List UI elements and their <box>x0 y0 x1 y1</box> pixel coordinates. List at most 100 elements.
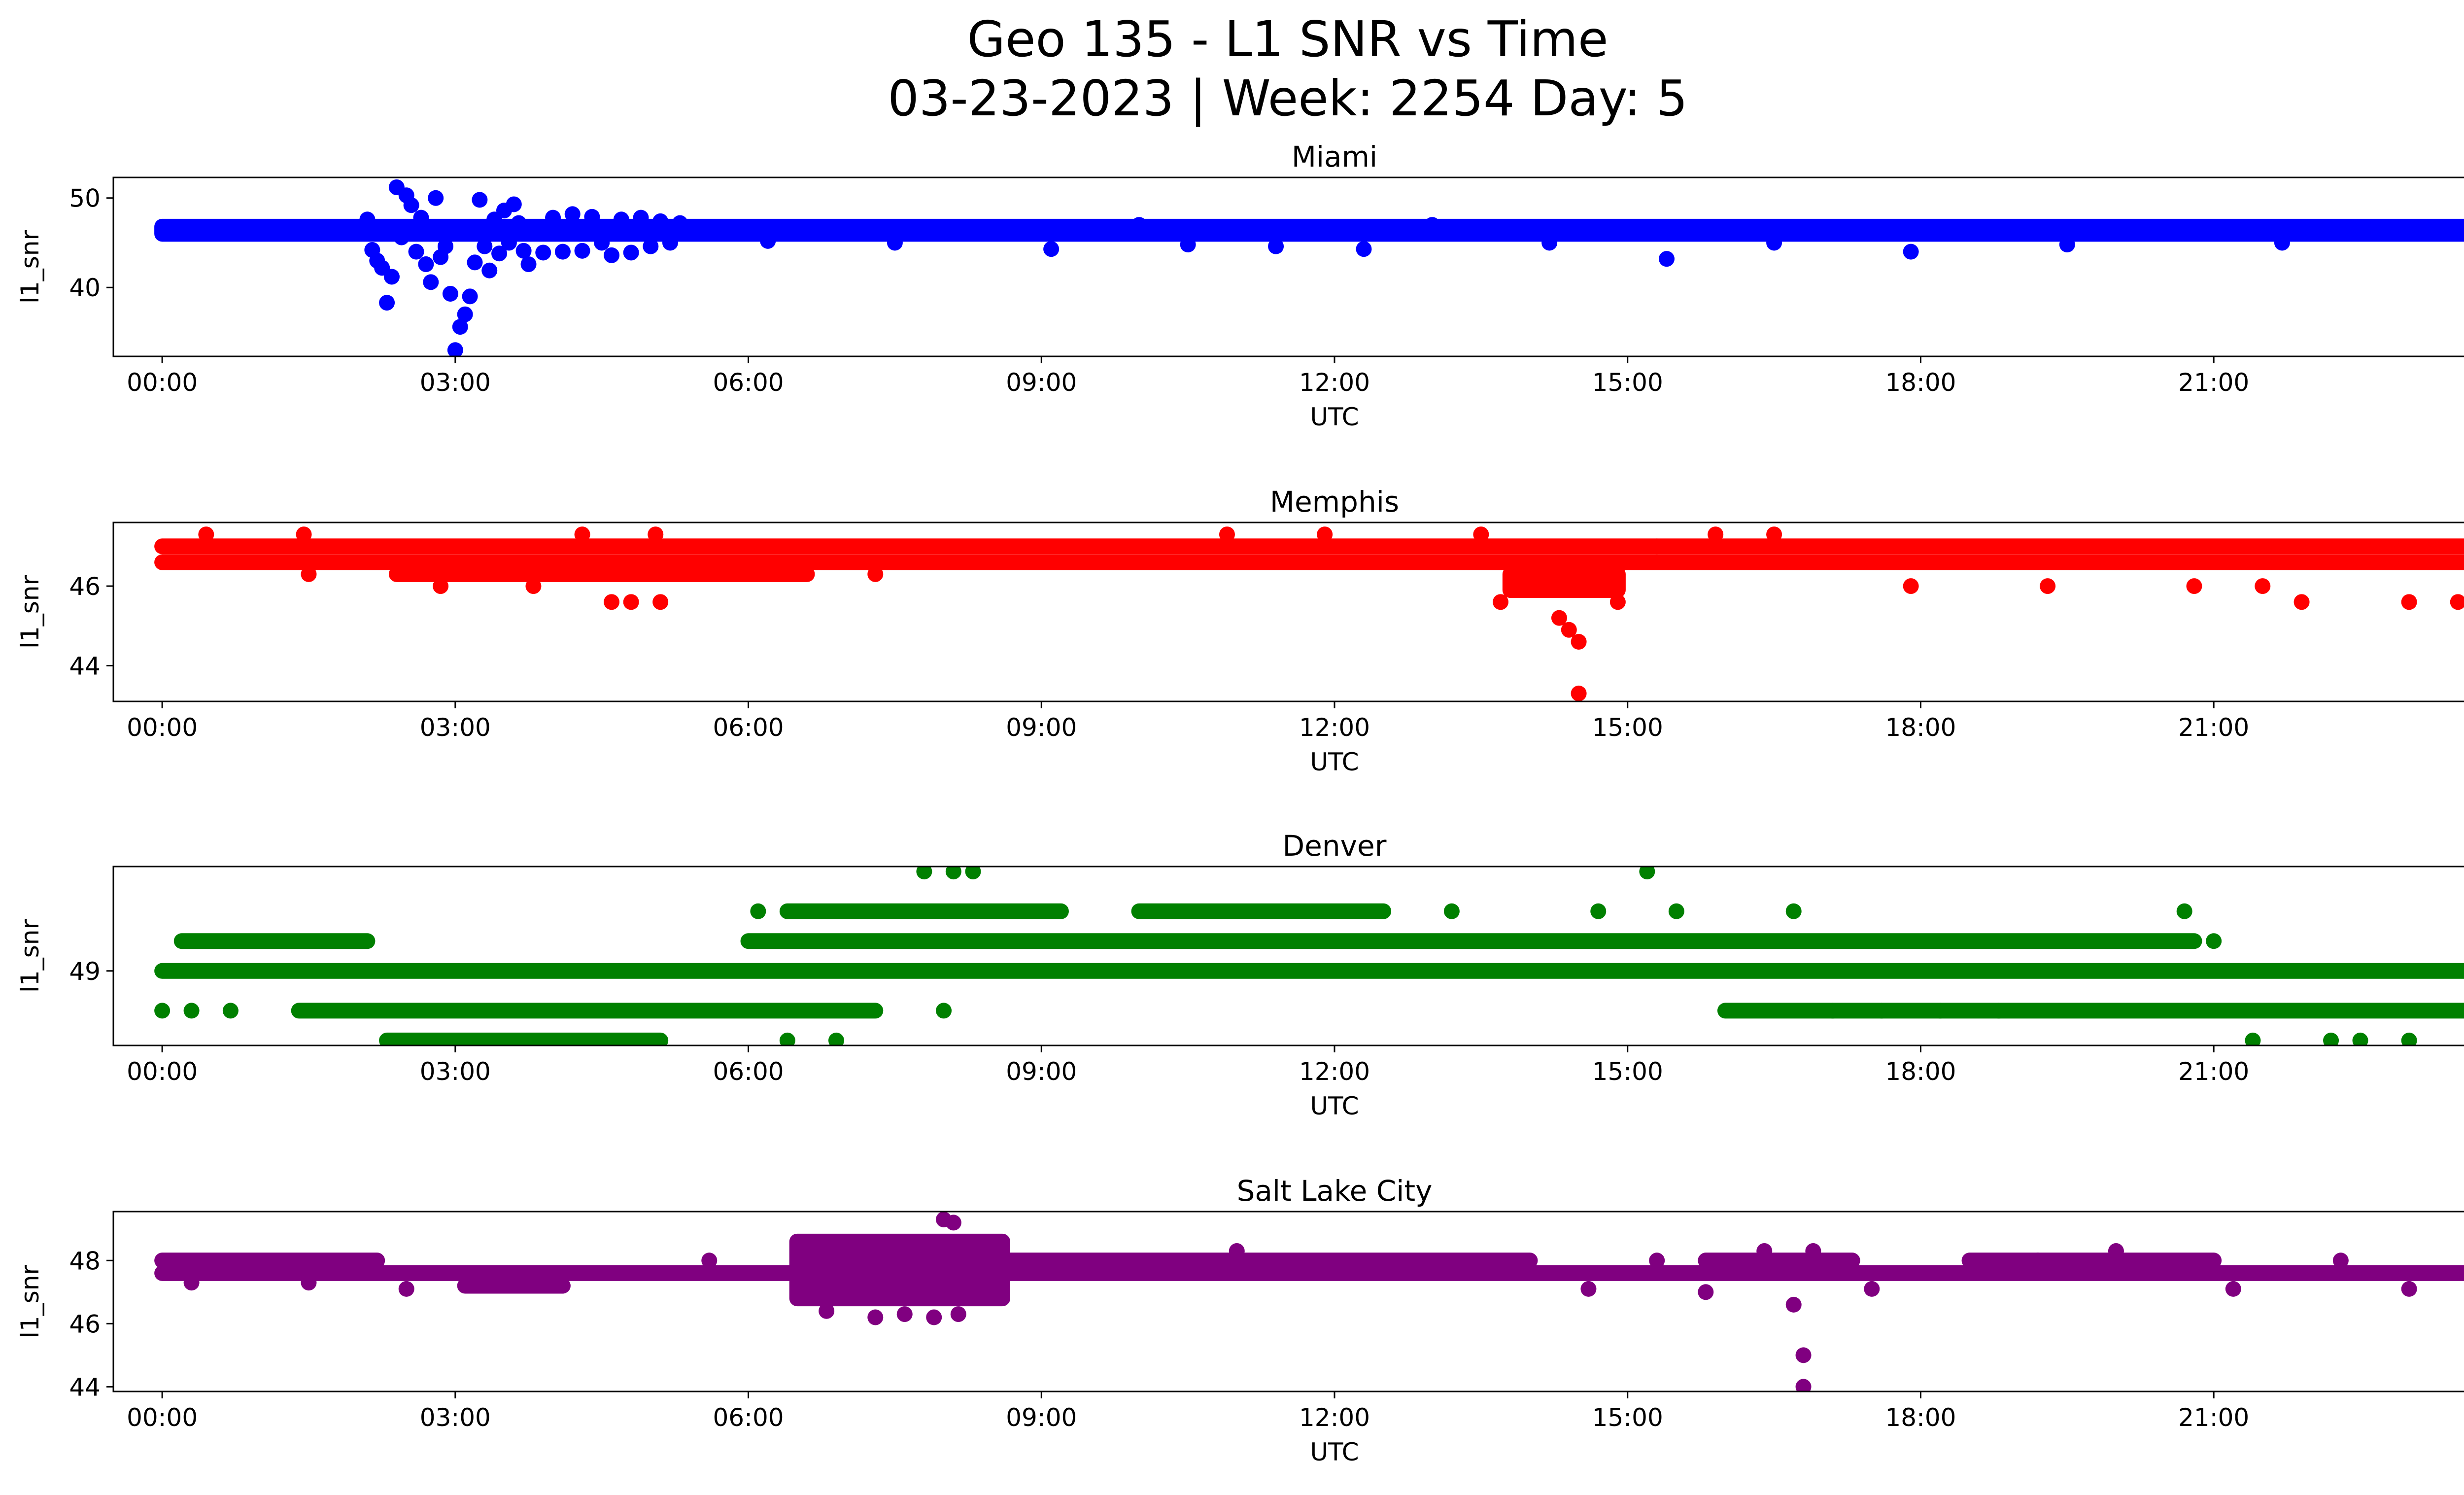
data-band <box>388 566 815 582</box>
data-point <box>398 1281 414 1297</box>
data-band <box>789 1233 1010 1307</box>
data-point <box>867 1309 884 1325</box>
data-band <box>1961 1252 2222 1269</box>
plot-area <box>154 526 2464 701</box>
data-point <box>1766 235 1782 251</box>
y-tick-label: 49 <box>69 957 101 986</box>
data-point <box>828 1032 844 1045</box>
panel-title: Memphis <box>1270 485 1399 519</box>
data-point <box>1659 251 1675 267</box>
data-point <box>2059 237 2075 253</box>
data-point <box>501 235 517 251</box>
data-point <box>359 211 376 228</box>
data-band <box>1131 903 1392 919</box>
data-point <box>750 903 766 919</box>
x-tick-label: 00:00 <box>127 1057 198 1086</box>
data-band <box>291 1003 884 1019</box>
x-tick-label: 18:00 <box>1885 1057 1956 1086</box>
data-band <box>1717 1003 2464 1019</box>
data-point <box>452 319 468 335</box>
data-point <box>662 235 678 251</box>
data-band <box>740 933 2202 949</box>
data-point <box>1698 1284 1714 1300</box>
panel-3: Denver 00:00 03:00 06:00 09:00 12:00 15:00 18:0… <box>16 829 2464 1120</box>
data-band <box>154 538 2464 555</box>
x-axis-label: UTC <box>1310 748 1359 776</box>
data-point <box>1131 217 1147 233</box>
plot-area <box>154 179 2464 356</box>
data-point <box>936 1003 952 1019</box>
data-point <box>403 197 419 213</box>
data-point <box>442 285 458 302</box>
data-point <box>648 526 664 543</box>
data-point <box>1317 526 1333 543</box>
data-point <box>1043 241 1060 257</box>
data-point <box>2274 235 2290 251</box>
data-point <box>2206 933 2222 949</box>
data-point <box>950 1306 966 1322</box>
data-point <box>1756 1243 1773 1259</box>
data-point <box>2332 1252 2349 1269</box>
data-point <box>652 594 669 610</box>
data-point <box>1541 235 1558 251</box>
data-band <box>154 1265 2464 1281</box>
plot-frame <box>112 1211 2464 1392</box>
data-point <box>1580 1281 1597 1297</box>
data-point <box>535 244 551 261</box>
data-point <box>2352 1032 2368 1045</box>
figure-title-line2: 03-23-2023 | Week: 2254 Day: 5 <box>888 70 1688 127</box>
x-tick-label: 06:00 <box>713 1057 784 1086</box>
data-point <box>433 578 449 594</box>
data-point <box>1424 217 1440 233</box>
data-point <box>491 245 508 262</box>
x-tick-label: 06:00 <box>713 1403 784 1432</box>
data-point <box>2176 903 2192 919</box>
x-tick-label: 18:00 <box>1885 713 1956 742</box>
data-point <box>672 215 688 231</box>
y-tick-label: 40 <box>69 274 101 302</box>
x-tick-label: 00:00 <box>127 1403 198 1432</box>
data-point <box>1229 1243 1245 1259</box>
x-tick-label: 06:00 <box>713 368 784 397</box>
data-point <box>896 1306 913 1322</box>
y-tick-label: 44 <box>69 652 101 680</box>
data-point <box>481 262 498 278</box>
data-point <box>525 225 542 241</box>
data-point <box>926 1309 942 1325</box>
data-point <box>1219 526 1235 543</box>
data-point <box>613 211 629 228</box>
x-tick-label: 03:00 <box>420 713 491 742</box>
data-point <box>594 235 610 251</box>
data-point <box>623 594 639 610</box>
data-point <box>2401 1032 2417 1045</box>
data-point <box>1795 1347 1812 1363</box>
data-band <box>154 1252 385 1269</box>
x-tick-label: 09:00 <box>1006 713 1077 742</box>
data-point <box>1864 1281 1880 1297</box>
data-point <box>520 256 537 273</box>
data-band <box>1502 566 1626 598</box>
x-tick-label: 12:00 <box>1299 1403 1370 1432</box>
data-point <box>564 206 581 222</box>
x-tick-label: 15:00 <box>1592 713 1663 742</box>
x-tick-label: 15:00 <box>1592 1057 1663 1086</box>
data-point <box>819 1303 835 1319</box>
data-point <box>2108 1243 2124 1259</box>
x-tick-label: 00:00 <box>127 713 198 742</box>
data-point <box>1590 903 1607 919</box>
data-point <box>1805 1243 1821 1259</box>
x-tick-label: 12:00 <box>1299 368 1370 397</box>
data-point <box>604 247 620 263</box>
x-tick-label: 03:00 <box>420 1057 491 1086</box>
y-axis-label: l1_snr <box>16 919 44 993</box>
x-tick-label: 09:00 <box>1006 1057 1077 1086</box>
data-point <box>511 215 527 231</box>
data-band <box>779 903 1069 919</box>
data-point <box>2030 1252 2046 1269</box>
data-point <box>1903 578 1919 594</box>
data-point <box>867 566 884 582</box>
x-tick-label: 03:00 <box>420 368 491 397</box>
x-tick-label: 18:00 <box>1885 368 1956 397</box>
data-point <box>1180 237 1196 253</box>
